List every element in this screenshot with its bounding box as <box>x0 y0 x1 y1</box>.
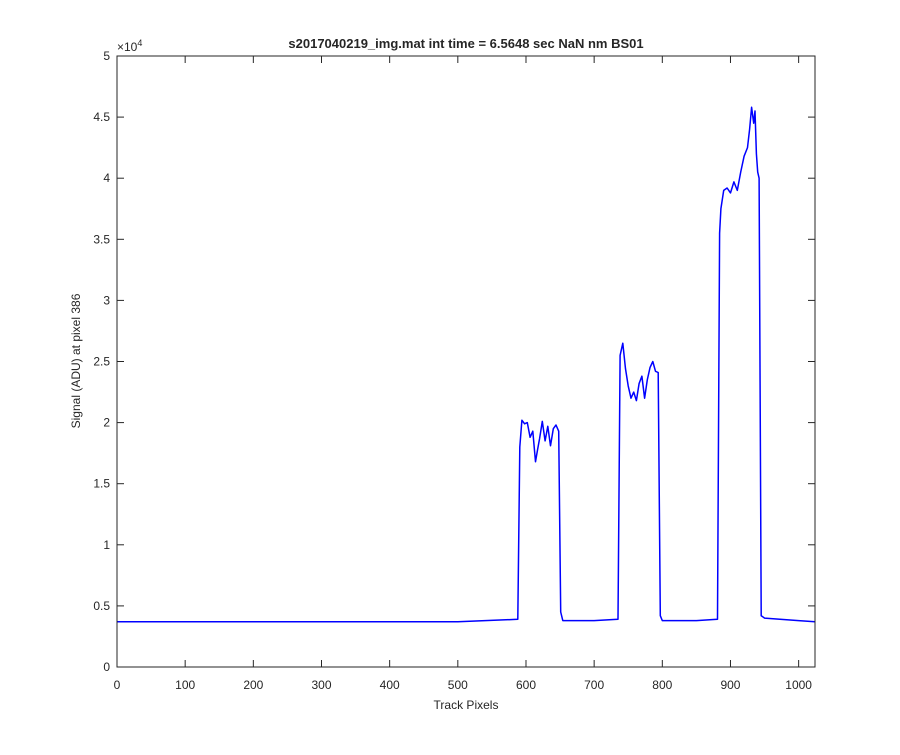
x-tick-label: 400 <box>380 678 400 692</box>
y-tick-label: 1 <box>103 538 110 552</box>
y-axis-label: Signal (ADU) at pixel 386 <box>69 293 83 428</box>
y-tick-label: 4.5 <box>93 110 110 124</box>
x-axis-ticks: 0 100 200 300 400 500 600 700 800 900 1000 <box>114 56 812 692</box>
y-axis-multiplier: ×104 <box>117 38 142 54</box>
x-tick-label: 900 <box>720 678 740 692</box>
y-tick-label: 5 <box>103 49 110 63</box>
y-tick-label: 1.5 <box>93 477 110 491</box>
x-tick-label: 1000 <box>785 678 812 692</box>
x-axis-label: Track Pixels <box>434 698 499 712</box>
x-tick-label: 500 <box>448 678 468 692</box>
x-tick-label: 300 <box>311 678 331 692</box>
x-tick-label: 800 <box>652 678 672 692</box>
plot-area-background <box>117 56 815 667</box>
y-tick-label: 2 <box>103 416 110 430</box>
chart-title: s2017040219_img.mat int time = 6.5648 se… <box>288 36 643 51</box>
y-tick-label: 0 <box>103 660 110 674</box>
x-tick-label: 100 <box>175 678 195 692</box>
y-tick-label: 2.5 <box>93 355 110 369</box>
x-tick-label: 0 <box>114 678 121 692</box>
x-tick-label: 200 <box>243 678 263 692</box>
y-tick-label: 3.5 <box>93 232 110 246</box>
y-tick-label: 0.5 <box>93 599 110 613</box>
x-tick-label: 700 <box>584 678 604 692</box>
y-axis-ticks: 0 0.5 1 1.5 2 2.5 3 3.5 4 4.5 5 <box>93 49 815 674</box>
series-layer <box>117 106 816 623</box>
y-tick-label: 4 <box>103 171 110 185</box>
series-line-0 <box>117 106 816 623</box>
x-tick-label: 600 <box>516 678 536 692</box>
y-tick-label: 3 <box>103 293 110 307</box>
